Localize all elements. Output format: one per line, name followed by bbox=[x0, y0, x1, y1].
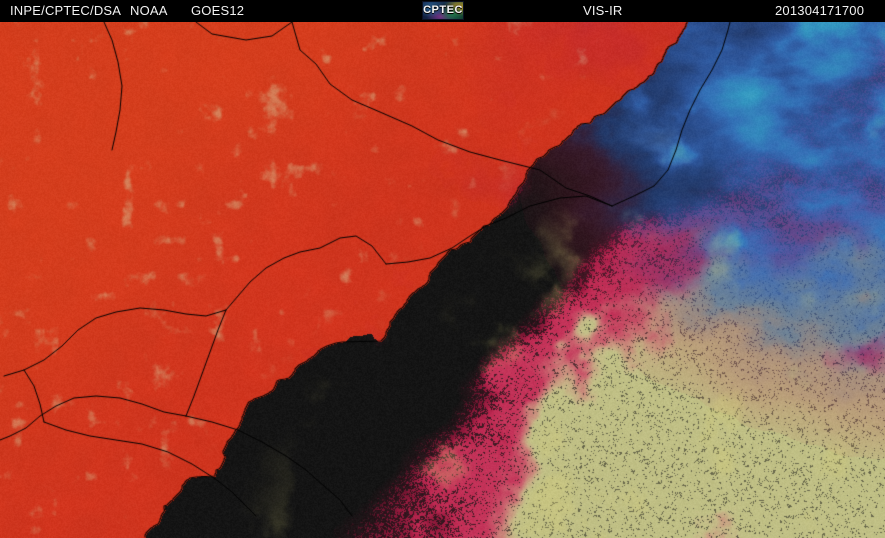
satellite-image-canvas bbox=[0, 22, 885, 538]
satellite-image bbox=[0, 22, 885, 538]
timestamp-label: 201304171700 bbox=[775, 3, 865, 18]
cptec-logo-text: CPTEC bbox=[423, 4, 463, 16]
operator-label: NOAA bbox=[130, 3, 168, 18]
header-bar: INPE/CPTEC/DSA NOAA GOES12 CPTEC VIS-IR … bbox=[0, 0, 885, 22]
agency-label: INPE/CPTEC/DSA bbox=[10, 3, 122, 18]
satellite-label: GOES12 bbox=[191, 3, 245, 18]
cptec-logo-icon: CPTEC bbox=[422, 1, 464, 20]
product-label: VIS-IR bbox=[583, 3, 623, 18]
